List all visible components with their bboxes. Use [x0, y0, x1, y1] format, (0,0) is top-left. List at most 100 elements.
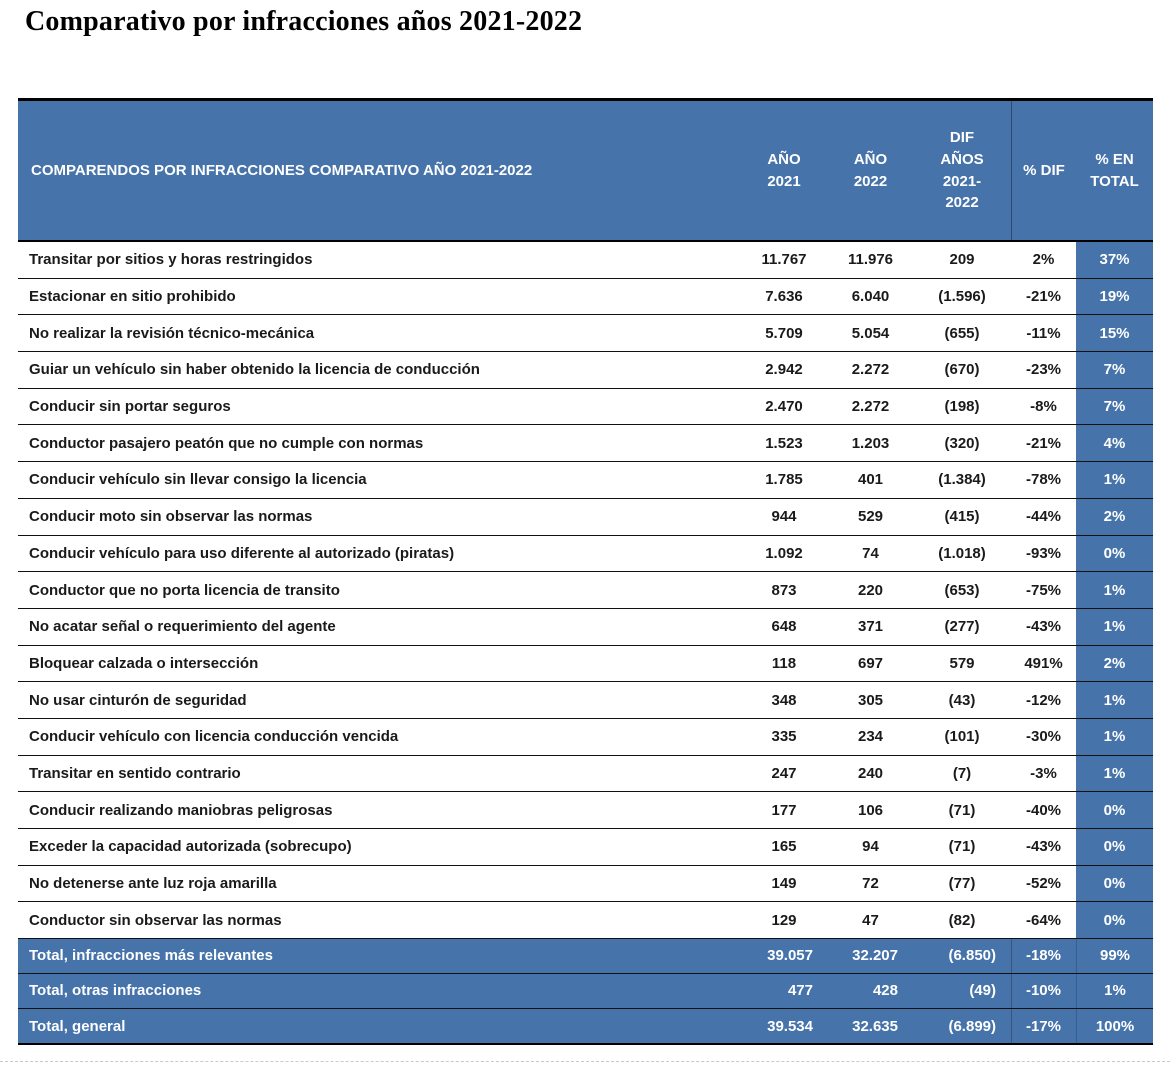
cell-dif-anos: (77)	[948, 875, 976, 893]
table-row: Conducir moto sin observar las normas 944…	[18, 498, 1153, 536]
cell-ano-2021: 648	[771, 618, 797, 636]
cell-pct-dif: -3%	[1030, 764, 1057, 782]
cell-ano-2021: 5.709	[765, 324, 803, 342]
cell-dif-anos: (277)	[944, 618, 980, 636]
cell-ano-2021: 7.636	[765, 288, 803, 306]
cell-pct-dif: -21%	[1025, 288, 1062, 306]
cell-ano-2022: 2.272	[851, 398, 890, 416]
cell-pct-en-total: 0%	[1076, 902, 1153, 939]
cell-ano-2022: 305	[857, 691, 884, 709]
cell-infraccion-label: Transitar en sentido contrario	[29, 764, 241, 782]
cell-infraccion-label: Conductor que no porta licencia de trans…	[29, 581, 340, 599]
cell-dif-anos: (1.596)	[938, 288, 986, 306]
cell-pct-en-total: 1%	[1076, 572, 1153, 608]
table-total-row: Total, infracciones más relevantes 39.057…	[18, 939, 1153, 974]
table-row: Conducir vehículo con licencia conducció…	[18, 718, 1153, 756]
cell-pct-en-total: 1%	[1076, 608, 1153, 645]
table-row: Guiar un vehículo sin haber obtenido la …	[18, 352, 1153, 389]
cell-dif-anos: (655)	[944, 324, 980, 342]
table-row: Conductor pasajero peatón que no cumple …	[18, 425, 1153, 463]
cell-infraccion-label: Total, otras infracciones	[29, 982, 202, 1000]
cell-ano-2021: 335	[771, 728, 797, 746]
cell-dif-anos: (1.018)	[938, 544, 986, 562]
cell-pct-dif: -64%	[1025, 911, 1062, 929]
page-break-dashed-line	[0, 1061, 1170, 1062]
table-row: Conductor que no porta licencia de trans…	[18, 572, 1153, 609]
cell-dif-anos: (1.384)	[938, 471, 986, 489]
cell-pct-dif: -30%	[1025, 728, 1062, 746]
table-row: Exceder la capacidad autorizada (sobrecu…	[18, 829, 1153, 866]
cell-infraccion-label: Conducir vehículo con licencia conducció…	[29, 728, 399, 746]
cell-ano-2022: 240	[857, 764, 884, 782]
cell-ano-2021: 2.470	[765, 398, 803, 416]
cell-ano-2022: 428	[872, 982, 898, 1000]
table-row: Estacionar en sitio prohibido 7.636 6.040 (…	[18, 278, 1153, 316]
cell-dif-anos: (415)	[944, 508, 980, 526]
cell-pct-en-total: 37%	[1076, 242, 1153, 278]
cell-ano-2021: 129	[771, 911, 797, 929]
cell-infraccion-label: Estacionar en sitio prohibido	[29, 288, 236, 306]
cell-infraccion-label: Bloquear calzada o intersección	[29, 654, 259, 672]
table-header-row: COMPARENDOS POR INFRACCIONES COMPARATIVO…	[18, 101, 1153, 242]
cell-ano-2021: 149	[771, 875, 797, 893]
cell-ano-2022: 6.040	[851, 288, 890, 306]
cell-dif-anos: 579	[949, 654, 975, 672]
column-header-infracciones: COMPARENDOS POR INFRACCIONES COMPARATIVO…	[31, 161, 533, 179]
cell-pct-en-total: 0%	[1076, 792, 1153, 828]
column-header-pct-en-total: % EN TOTAL	[1090, 150, 1139, 190]
cell-infraccion-label: Conducir moto sin observar las normas	[29, 508, 313, 526]
table-totals: Total, infracciones más relevantes 39.057…	[18, 939, 1153, 1044]
cell-ano-2022: 106	[857, 801, 884, 819]
column-header-pct-dif: % DIF	[1011, 101, 1076, 240]
cell-ano-2022: 1.203	[851, 434, 890, 452]
cell-pct-en-total: 2%	[1076, 645, 1153, 682]
cell-ano-2021: 873	[771, 581, 797, 599]
cell-infraccion-label: Total, general	[29, 1017, 126, 1035]
cell-infraccion-label: No detenerse ante luz roja amarilla	[29, 875, 277, 893]
cell-dif-anos: (320)	[944, 434, 980, 452]
cell-dif-anos: (6.850)	[948, 947, 996, 965]
cell-ano-2021: 165	[771, 838, 797, 856]
cell-pct-dif: 491%	[1024, 654, 1063, 672]
cell-pct-dif: -10%	[1011, 973, 1076, 1008]
cell-ano-2022: 371	[857, 618, 884, 636]
cell-pct-dif: -40%	[1025, 801, 1062, 819]
cell-ano-2021: 944	[771, 508, 797, 526]
cell-ano-2022: 401	[857, 471, 884, 489]
cell-pct-en-total: 100%	[1076, 1008, 1153, 1044]
cell-ano-2022: 5.054	[851, 324, 890, 342]
cell-dif-anos: (71)	[948, 838, 976, 856]
table-row: Bloquear calzada o intersección 118 697 579…	[18, 645, 1153, 683]
cell-dif-anos: (71)	[948, 801, 976, 819]
cell-pct-dif: -44%	[1025, 508, 1062, 526]
cell-pct-en-total: 99%	[1076, 939, 1153, 973]
table-row: Transitar en sentido contrario 247 240 (7) -…	[18, 755, 1153, 793]
cell-infraccion-label: Transitar por sitios y horas restringido…	[29, 251, 313, 269]
cell-ano-2022: 11.976	[847, 251, 894, 269]
infractions-comparison-table: COMPARENDOS POR INFRACCIONES COMPARATIVO…	[18, 98, 1153, 1046]
cell-pct-dif: -18%	[1011, 939, 1076, 973]
cell-infraccion-label: No realizar la revisión técnico-mecánica	[29, 324, 315, 342]
cell-pct-en-total: 1%	[1076, 973, 1153, 1008]
cell-pct-en-total: 0%	[1076, 865, 1153, 902]
table-row: Conducir vehículo sin llevar consigo la …	[18, 462, 1153, 499]
cell-pct-en-total: 7%	[1076, 352, 1153, 388]
table-body: Transitar por sitios y horas restringido…	[18, 242, 1153, 940]
table-total-row: Total, otras infracciones 477 428 (49) -10% 1…	[18, 973, 1153, 1009]
cell-ano-2021: 1.523	[765, 434, 803, 452]
cell-ano-2021: 118	[771, 654, 797, 672]
cell-ano-2021: 177	[771, 801, 797, 819]
cell-infraccion-label: Guiar un vehículo sin haber obtenido la …	[29, 361, 480, 379]
table-row: No detenerse ante luz roja amarilla 149 72…	[18, 865, 1153, 903]
cell-ano-2022: 94	[862, 838, 879, 856]
column-header-ano-2022: AÑO 2022	[853, 150, 888, 190]
cell-infraccion-label: Conducir vehículo para uso diferente al …	[29, 544, 455, 562]
table-total-row: Total, general 39.534 32.635 (6.899) -17% 100…	[18, 1008, 1153, 1044]
cell-dif-anos: (670)	[944, 361, 980, 379]
cell-pct-dif: -12%	[1025, 691, 1062, 709]
cell-infraccion-label: No acatar señal o requerimiento del agen…	[29, 618, 336, 636]
column-header-ano-2021: AÑO 2021	[767, 150, 801, 190]
cell-pct-dif: -78%	[1025, 471, 1062, 489]
cell-ano-2022: 2.272	[851, 361, 890, 379]
